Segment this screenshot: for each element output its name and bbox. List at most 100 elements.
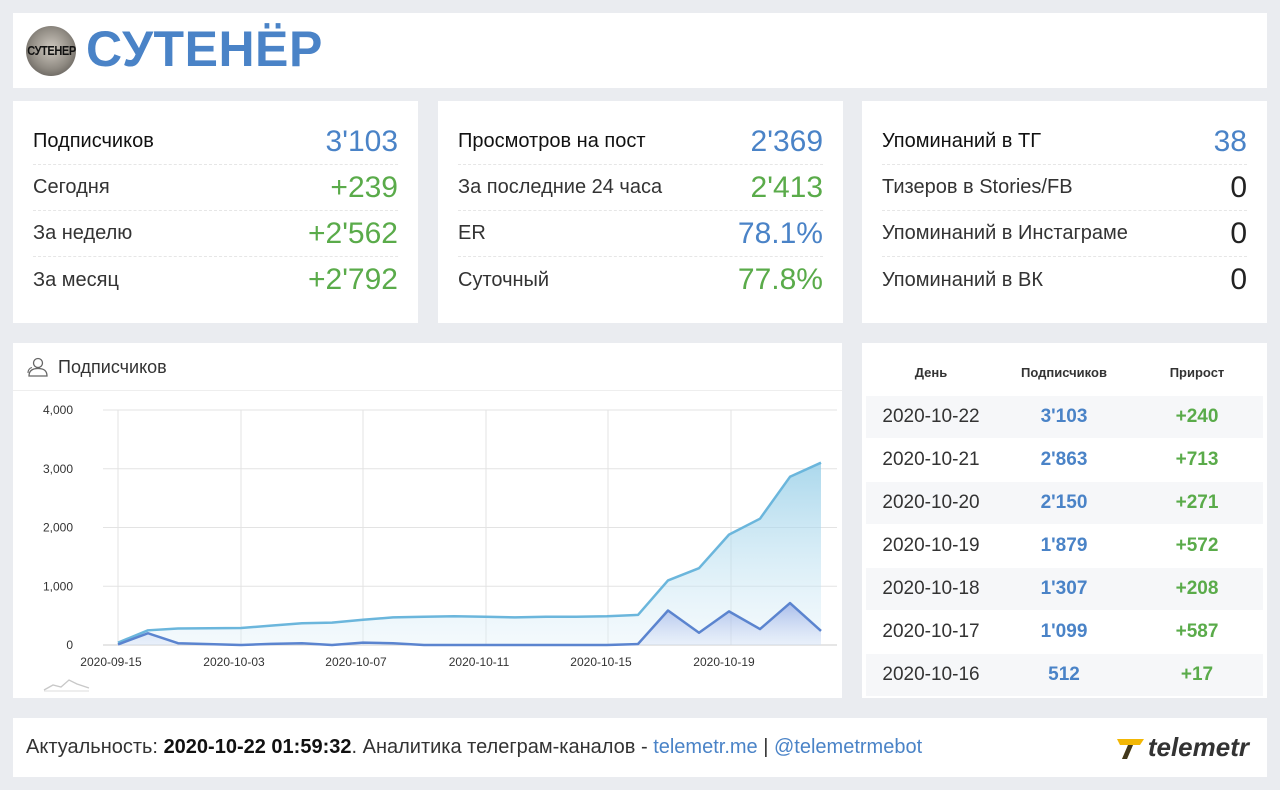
table-body: 2020-10-22 3'103 +240 2020-10-21 2'863 +713 … — [866, 396, 1263, 697]
y-tick-label: 2,000 — [43, 521, 73, 535]
y-tick-label: 1,000 — [43, 579, 73, 593]
users-icon — [27, 357, 48, 377]
cell-subscribers: 2'863 — [1040, 449, 1088, 470]
x-tick-label: 2020-10-07 — [325, 655, 387, 669]
cell-day: 2020-10-19 — [882, 535, 980, 556]
cell-subscribers: 1'307 — [1040, 578, 1088, 599]
column-header-growth[interactable]: Прирост — [1169, 364, 1225, 380]
stat-label: ER — [458, 222, 486, 244]
daily-table: День Подписчиков Прирост 2020-10-22 3'103… — [862, 343, 1267, 698]
cell-subscribers: 3'103 — [1040, 406, 1088, 427]
cell-growth: +713 — [1175, 449, 1219, 470]
stat-value: 0 — [1230, 263, 1247, 296]
stat-row: ER 78.1% — [458, 211, 823, 257]
chart-header: Подписчиков — [13, 343, 842, 391]
footer: Актуальность: 2020-10-22 01:59:32. Анали… — [13, 718, 1267, 777]
cell-growth: +208 — [1175, 578, 1219, 599]
stat-row: Тизеров в Stories/FB 0 — [882, 165, 1247, 211]
x-tick-label: 2020-10-11 — [449, 655, 510, 669]
footer-timestamp: 2020-10-22 01:59:32 — [163, 736, 352, 758]
cell-subscribers: 1'099 — [1040, 621, 1088, 642]
cell-subscribers: 512 — [1048, 664, 1080, 685]
column-header-day[interactable]: День — [914, 364, 948, 380]
telemetr-logo-icon — [1116, 738, 1144, 759]
table-row: 2020-10-18 1'307 +208 — [866, 568, 1263, 611]
brand-logo[interactable]: telemetr — [1116, 732, 1249, 763]
views-stats-card: Просмотров на пост 2'369 За последние 24 … — [438, 101, 843, 323]
table-row: 2020-10-22 3'103 +240 — [866, 396, 1263, 439]
stat-value: 3'103 — [325, 124, 398, 158]
chart-title: Подписчиков — [58, 357, 167, 377]
stat-row: За неделю +2'562 — [33, 211, 398, 257]
stat-value: 0 — [1230, 170, 1247, 204]
subscribers-chart: 0 1,000 2,000 3,000 4,000 2020-09-15 2020-10-0… — [43, 403, 837, 669]
channel-title: СУТЕНЁР — [86, 21, 323, 77]
stat-row: За последние 24 часа 2'413 — [458, 165, 823, 211]
cell-growth: +572 — [1175, 535, 1219, 556]
stat-label: Просмотров на пост — [458, 130, 646, 152]
stat-label: Суточный — [458, 268, 550, 291]
column-header-subscribers[interactable]: Подписчиков — [1021, 364, 1107, 380]
stat-label: Упоминаний в Инстаграме — [882, 222, 1128, 244]
stat-value: 38 — [1213, 124, 1247, 158]
stat-value: +239 — [330, 170, 398, 204]
y-tick-label: 4,000 — [43, 403, 73, 417]
cell-day: 2020-10-16 — [882, 664, 980, 685]
growth-series-line — [117, 601, 822, 647]
footer-middle: . Аналитика телеграм-каналов - — [351, 736, 654, 758]
stat-row: Упоминаний в ТГ 38 — [882, 119, 1247, 165]
cell-growth: +240 — [1175, 406, 1219, 427]
x-tick-label: 2020-09-15 — [80, 655, 142, 669]
stat-row: Суточный 77.8% — [458, 257, 823, 303]
stat-value: 77.8% — [737, 263, 823, 296]
stat-value: +2'792 — [308, 263, 398, 296]
footer-separator: | — [757, 736, 774, 758]
table-row: 2020-10-19 1'879 +572 — [866, 525, 1263, 568]
table-header: День Подписчиков Прирост — [866, 348, 1263, 396]
stat-value: 0 — [1230, 216, 1247, 250]
brand-name: telemetr — [1147, 732, 1249, 762]
stat-row: Сегодня +239 — [33, 165, 398, 211]
y-tick-label: 0 — [66, 638, 73, 652]
avatar-text: СУТЕНЕР — [27, 43, 76, 58]
chart-zoom-icon[interactable] — [43, 678, 91, 692]
avatar: СУТЕНЕР — [26, 26, 76, 76]
cell-day: 2020-10-20 — [882, 492, 980, 513]
stat-label: За неделю — [33, 222, 133, 244]
footer-text: Актуальность: 2020-10-22 01:59:32. Анали… — [26, 736, 922, 759]
subscribers-stats-card: Подписчиков 3'103 Сегодня +239 За неделю +2… — [13, 101, 418, 323]
stat-value: +2'562 — [308, 216, 398, 250]
table-row: 2020-10-20 2'150 +271 — [866, 482, 1263, 525]
cell-day: 2020-10-21 — [882, 449, 980, 470]
stat-label: Тизеров в Stories/FB — [882, 176, 1073, 198]
stat-label: Упоминаний в ТГ — [882, 130, 1042, 152]
cell-growth: +17 — [1180, 664, 1214, 685]
mentions-stats-card: Упоминаний в ТГ 38 Тизеров в Stories/FB 0 … — [862, 101, 1267, 323]
stat-label: Подписчиков — [33, 130, 154, 152]
cell-subscribers: 2'150 — [1040, 492, 1088, 513]
x-tick-label: 2020-10-03 — [203, 655, 265, 669]
table-row: 2020-10-17 1'099 +587 — [866, 611, 1263, 654]
cell-day: 2020-10-18 — [882, 578, 980, 599]
x-tick-label: 2020-10-15 — [570, 655, 632, 669]
stat-row: Подписчиков 3'103 — [33, 119, 398, 165]
cell-subscribers: 1'879 — [1040, 535, 1088, 556]
x-tick-label: 2020-10-19 — [693, 655, 755, 669]
stat-label: За месяц — [33, 268, 119, 291]
subscribers-series-line — [117, 461, 822, 644]
cell-day: 2020-10-17 — [882, 621, 980, 642]
cell-growth: +271 — [1175, 492, 1219, 513]
stat-value: 2'369 — [750, 124, 823, 158]
cell-growth: +587 — [1175, 621, 1219, 642]
stat-value: 78.1% — [737, 216, 823, 250]
table-row: 2020-10-16 512 +17 — [866, 654, 1263, 697]
stat-row: Упоминаний в ВК 0 — [882, 257, 1247, 303]
stat-label: Упоминаний в ВК — [882, 268, 1043, 291]
telemetr-link[interactable]: telemetr.me — [653, 736, 758, 758]
stat-row: За месяц +2'792 — [33, 257, 398, 303]
subscribers-chart-card: Подписчиков 0 1,000 2,000 3,000 4,000 2020-09… — [13, 343, 842, 698]
telemetr-bot-link[interactable]: @telemetrmebot — [773, 736, 923, 758]
cell-day: 2020-10-22 — [882, 406, 980, 427]
growth-series-area — [118, 603, 821, 645]
table-row: 2020-10-21 2'863 +713 — [866, 439, 1263, 482]
